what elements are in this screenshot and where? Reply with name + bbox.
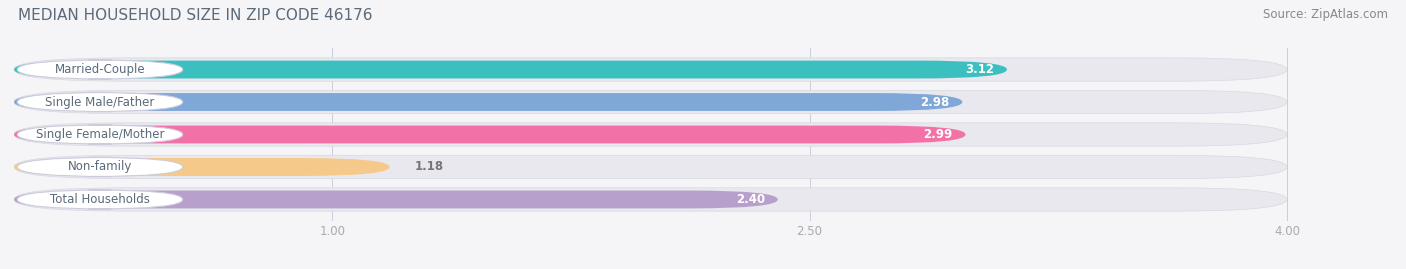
Text: 2.40: 2.40 bbox=[735, 193, 765, 206]
Text: 2.98: 2.98 bbox=[921, 95, 949, 108]
FancyBboxPatch shape bbox=[14, 93, 962, 111]
FancyBboxPatch shape bbox=[17, 190, 183, 209]
Text: 1.18: 1.18 bbox=[415, 161, 444, 174]
FancyBboxPatch shape bbox=[14, 126, 966, 143]
Text: Single Female/Mother: Single Female/Mother bbox=[35, 128, 165, 141]
Text: Source: ZipAtlas.com: Source: ZipAtlas.com bbox=[1263, 8, 1388, 21]
FancyBboxPatch shape bbox=[14, 155, 1286, 179]
FancyBboxPatch shape bbox=[14, 58, 1286, 81]
FancyBboxPatch shape bbox=[17, 125, 183, 144]
FancyBboxPatch shape bbox=[14, 123, 1286, 146]
FancyBboxPatch shape bbox=[14, 61, 1007, 79]
FancyBboxPatch shape bbox=[17, 60, 183, 79]
Text: Non-family: Non-family bbox=[67, 161, 132, 174]
FancyBboxPatch shape bbox=[14, 188, 1286, 211]
Text: 3.12: 3.12 bbox=[965, 63, 994, 76]
Text: Total Households: Total Households bbox=[51, 193, 150, 206]
Text: Single Male/Father: Single Male/Father bbox=[45, 95, 155, 108]
FancyBboxPatch shape bbox=[17, 157, 183, 176]
Text: Married-Couple: Married-Couple bbox=[55, 63, 145, 76]
Text: 2.99: 2.99 bbox=[924, 128, 953, 141]
Text: MEDIAN HOUSEHOLD SIZE IN ZIP CODE 46176: MEDIAN HOUSEHOLD SIZE IN ZIP CODE 46176 bbox=[18, 8, 373, 23]
FancyBboxPatch shape bbox=[14, 190, 778, 208]
FancyBboxPatch shape bbox=[14, 158, 389, 176]
FancyBboxPatch shape bbox=[14, 90, 1286, 114]
FancyBboxPatch shape bbox=[17, 93, 183, 112]
